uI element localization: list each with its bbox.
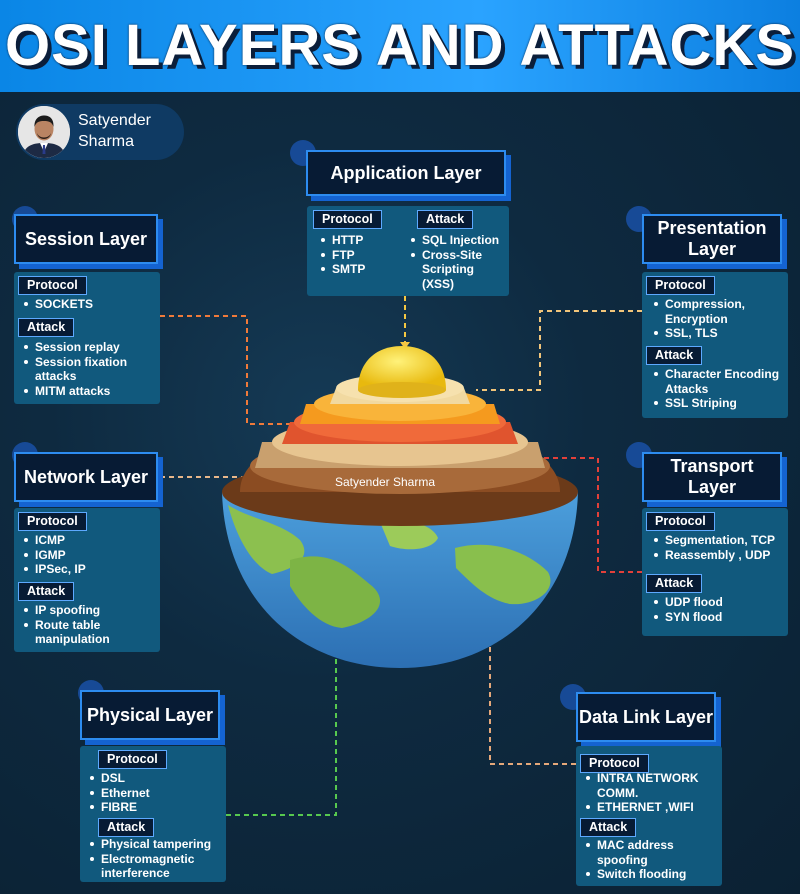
page-title: OSI LAYERS AND ATTACKS — [4, 13, 796, 78]
connector-lines — [160, 296, 642, 816]
list-item: SMTP — [319, 262, 404, 277]
list-item: UDP flood — [652, 595, 786, 610]
transport-attack-tag: Attack — [646, 574, 703, 593]
session-protocol-tag: Protocol — [18, 276, 87, 295]
session-panel: Protocol SOCKETS Attack Session replay S… — [14, 272, 160, 404]
person-icon — [18, 106, 70, 158]
list-item: SSL, TLS — [652, 326, 784, 341]
list-item: Switch flooding — [584, 867, 720, 882]
physical-attack-tag: Attack — [98, 818, 155, 837]
list-item: Segmentation, TCP — [652, 533, 786, 548]
presentation-attack-list: Character Encoding Attacks SSL Striping — [652, 367, 784, 411]
application-protocol-tag: Protocol — [313, 210, 382, 229]
transport-protocol-tag: Protocol — [646, 512, 715, 531]
presentation-protocol-list: Compression, Encryption SSL, TLS — [652, 297, 784, 341]
connector-transport — [508, 457, 642, 573]
connector-physical — [226, 654, 337, 816]
title-banner: OSI LAYERS AND ATTACKS — [0, 0, 800, 92]
list-item: Route table manipulation — [22, 618, 156, 647]
session-attack-tag: Attack — [18, 318, 75, 337]
application-panel: Protocol Attack HTTP FTP SMTP SQL Inject… — [307, 206, 509, 296]
presentation-panel: Protocol Compression, Encryption SSL, TL… — [642, 272, 788, 418]
list-item: MITM attacks — [22, 384, 158, 399]
watermark-text: Satyender Sharma — [335, 475, 435, 489]
list-item: Ethernet — [88, 786, 222, 801]
earth-illustration — [222, 346, 578, 668]
session-title: Session Layer — [14, 214, 158, 264]
author-name: Satyender Sharma — [78, 112, 151, 150]
physical-protocol-tag: Protocol — [98, 750, 167, 769]
author-badge: Satyender Sharma — [16, 104, 184, 160]
author-avatar — [18, 106, 70, 158]
list-item: INTRA NETWORK COMM. — [584, 771, 720, 800]
list-item: SSL Striping — [652, 396, 784, 411]
network-protocol-list: ICMP IGMP IPSec, IP — [22, 533, 156, 577]
list-item: Reassembly , UDP — [652, 548, 786, 563]
data-link-panel: Protocol INTRA NETWORK COMM. ETHERNET ,W… — [576, 746, 722, 886]
physical-panel: Protocol DSL Ethernet FIBRE Attack Physi… — [80, 746, 226, 882]
list-item: Character Encoding Attacks — [652, 367, 784, 396]
session-attack-list: Session replay Session fixation attacks … — [22, 340, 158, 398]
list-item: FIBRE — [88, 800, 222, 815]
list-item: IP spoofing — [22, 603, 156, 618]
list-item: ETHERNET ,WIFI — [584, 800, 720, 815]
application-protocol-list: HTTP FTP SMTP — [319, 233, 404, 277]
network-attack-tag: Attack — [18, 582, 75, 601]
session-protocol-list: SOCKETS — [22, 297, 156, 312]
list-item: ICMP — [22, 533, 156, 548]
transport-title: Transport Layer — [642, 452, 782, 502]
physical-title: Physical Layer — [80, 690, 220, 740]
physical-protocol-list: DSL Ethernet FIBRE — [88, 771, 222, 815]
connector-application-arrow — [400, 342, 410, 349]
list-item: Session replay — [22, 340, 158, 355]
network-protocol-tag: Protocol — [18, 512, 87, 531]
presentation-protocol-tag: Protocol — [646, 276, 715, 295]
list-item: SYN flood — [652, 610, 786, 625]
list-item: SQL Injection — [409, 233, 507, 248]
list-item: Cross-Site Scripting (XSS) — [409, 248, 507, 292]
data-link-attack-list: MAC address spoofing Switch flooding — [584, 838, 720, 882]
list-item: MAC address spoofing — [584, 838, 720, 867]
presentation-title: Presentation Layer — [642, 214, 782, 264]
list-item: IPSec, IP — [22, 562, 156, 577]
network-attack-list: IP spoofing Route table manipulation — [22, 603, 156, 647]
data-link-protocol-list: INTRA NETWORK COMM. ETHERNET ,WIFI — [584, 771, 720, 815]
transport-protocol-list: Segmentation, TCP Reassembly , UDP — [652, 533, 786, 562]
network-title: Network Layer — [14, 452, 158, 502]
data-link-title: Data Link Layer — [576, 692, 716, 742]
list-item: DSL — [88, 771, 222, 786]
physical-attack-list: Physical tampering Electromagnetic inter… — [88, 837, 224, 881]
transport-attack-list: UDP flood SYN flood — [652, 595, 786, 624]
list-item: Session fixation attacks — [22, 355, 158, 384]
application-attack-list: SQL Injection Cross-Site Scripting (XSS) — [409, 233, 507, 291]
network-panel: Protocol ICMP IGMP IPSec, IP Attack IP s… — [14, 508, 160, 652]
data-link-attack-tag: Attack — [580, 818, 637, 837]
list-item: IGMP — [22, 548, 156, 563]
connector-data-link — [489, 520, 576, 765]
connector-presentation — [476, 310, 642, 391]
connector-session — [160, 315, 325, 425]
list-item: Compression, Encryption — [652, 297, 784, 326]
list-item: HTTP — [319, 233, 404, 248]
application-title: Application Layer — [306, 150, 506, 196]
application-attack-tag: Attack — [417, 210, 474, 229]
list-item: SOCKETS — [22, 297, 156, 312]
transport-panel: Protocol Segmentation, TCP Reassembly , … — [642, 508, 788, 636]
list-item: FTP — [319, 248, 404, 263]
data-link-protocol-tag: Protocol — [580, 754, 649, 773]
presentation-attack-tag: Attack — [646, 346, 703, 365]
list-item: Electromagnetic interference — [88, 852, 224, 881]
list-item: Physical tampering — [88, 837, 224, 852]
